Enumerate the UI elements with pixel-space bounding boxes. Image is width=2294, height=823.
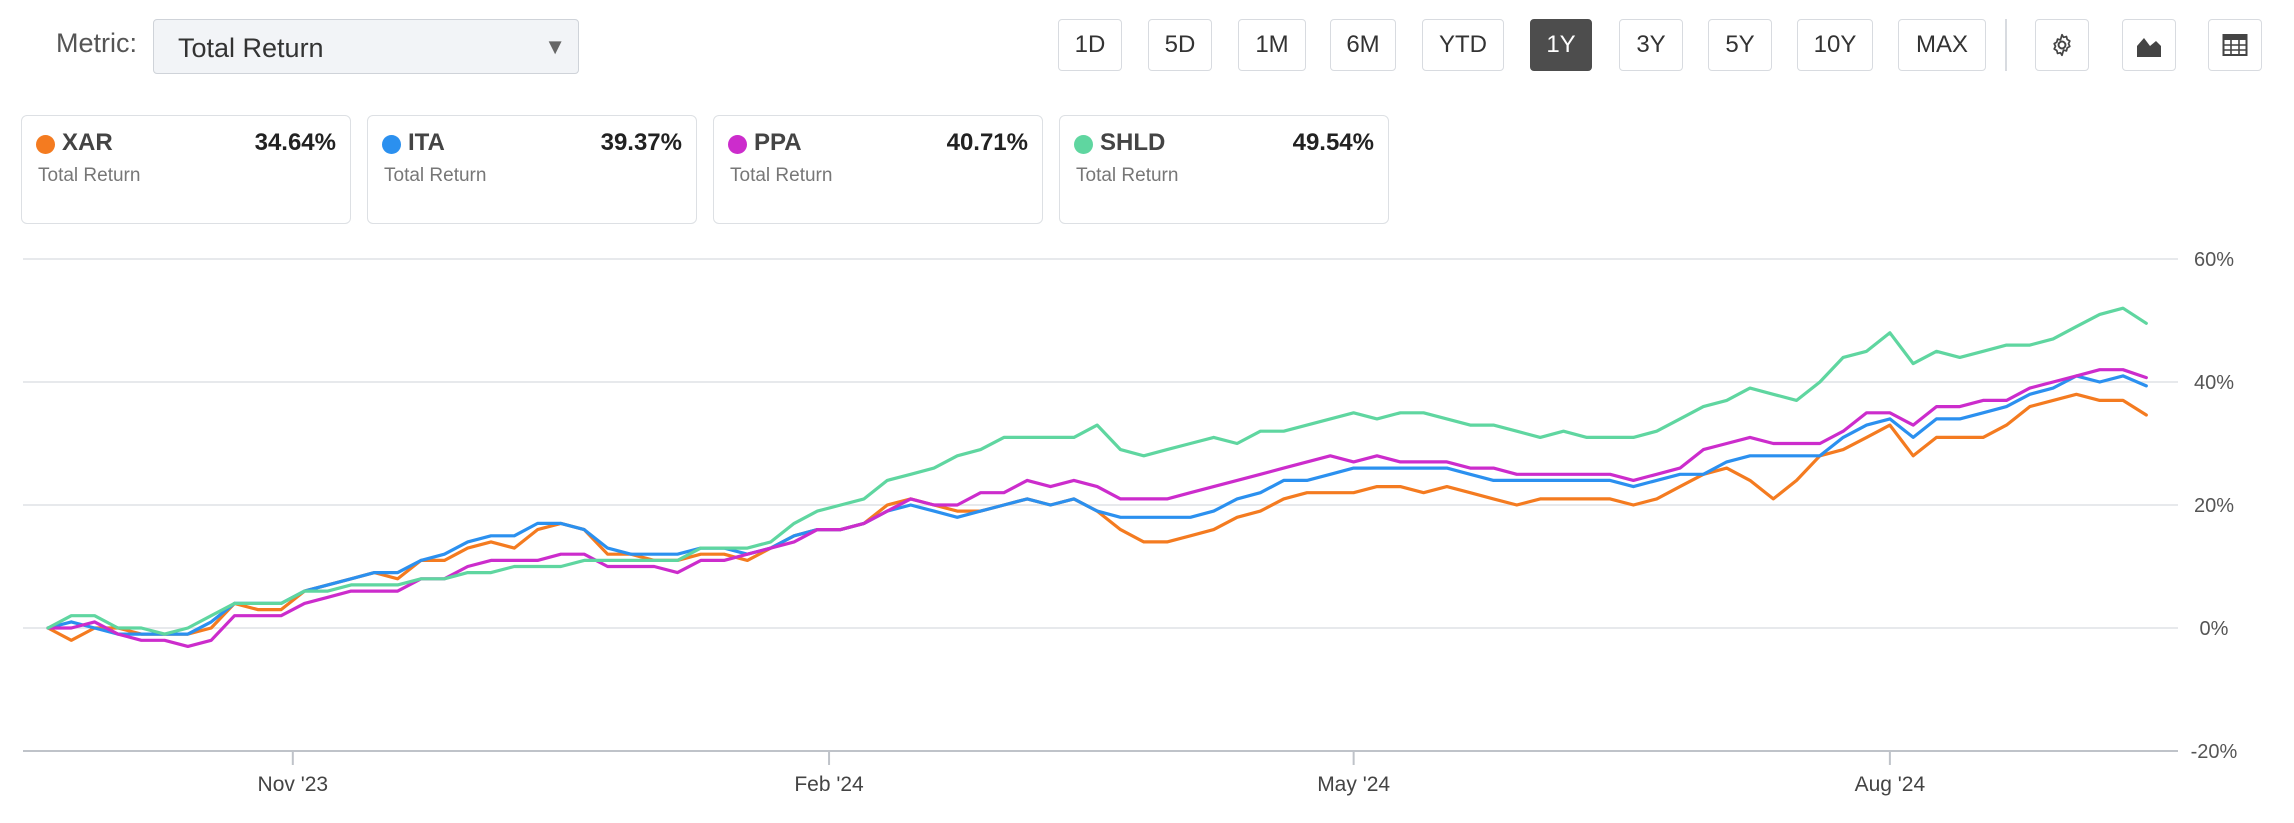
series-line-ita [46,374,2148,636]
range-button-5y[interactable]: 5Y [1708,19,1772,71]
range-button-3y[interactable]: 3Y [1619,19,1683,71]
series-line-ppa [46,368,2148,648]
settings-button[interactable] [2035,19,2089,71]
area-chart-icon [2137,38,2161,57]
legend-metric: Total Return [730,165,833,186]
legend-ticker: XAR [62,129,113,156]
axis-labels: 60% 40% 20% 0% -20% Nov '23 Feb '24 May '24 Aug … [258,249,2238,796]
range-button-max[interactable]: MAX [1898,19,1986,71]
x-tick-label: Feb '24 [794,773,864,796]
legend-ticker: ITA [408,129,445,156]
range-button-10y[interactable]: 10Y [1797,19,1873,71]
legend-dot [1074,135,1093,154]
legend-value: 40.71% [946,129,1028,156]
x-tick-label: May '24 [1317,773,1390,796]
metric-selected-value: Total Return [178,33,324,63]
series-line-xar [46,392,2148,642]
legend-dot [728,135,747,154]
series-lines [46,306,2148,648]
y-tick-label: 20% [2194,495,2234,517]
legend-metric: Total Return [1076,165,1179,186]
total-return-chart[interactable]: 60% 40% 20% 0% -20% Nov '23 Feb '24 May '24 Aug … [0,230,2294,823]
legend-card-xar[interactable]: XAR 34.64% Total Return [21,115,351,224]
legend-card-ppa[interactable]: PPA 40.71% Total Return [713,115,1043,224]
legend-metric: Total Return [384,165,487,186]
y-tick-label: 0% [2200,618,2229,640]
metric-label: Metric: [56,28,137,58]
chart-type-button[interactable] [2122,19,2176,71]
gear-icon [2053,33,2071,57]
dropdown-caret-icon: ▼ [544,34,566,59]
legend-value: 49.54% [1292,129,1374,156]
legend-metric: Total Return [38,165,141,186]
x-tick-label: Nov '23 [258,773,329,796]
table-icon [2222,34,2248,56]
range-button-ytd[interactable]: YTD [1422,19,1504,71]
range-button-1y[interactable]: 1Y [1530,19,1592,71]
range-button-6m[interactable]: 6M [1330,19,1396,71]
y-tick-label: -20% [2191,741,2238,763]
table-view-button[interactable] [2208,19,2262,71]
legend-dot [382,135,401,154]
legend-dot [36,135,55,154]
y-tick-label: 40% [2194,372,2234,394]
legend-ticker: PPA [754,129,802,156]
range-button-1d[interactable]: 1D [1058,19,1122,71]
y-tick-label: 60% [2194,249,2234,271]
legend-card-shld[interactable]: SHLD 49.54% Total Return [1059,115,1389,224]
legend-ticker: SHLD [1100,129,1166,156]
toolbar-divider [2005,19,2007,71]
legend-card-ita[interactable]: ITA 39.37% Total Return [367,115,697,224]
legend-value: 39.37% [600,129,682,156]
series-line-shld [46,306,2148,636]
range-button-5d[interactable]: 5D [1148,19,1212,71]
legend-value: 34.64% [254,129,336,156]
metric-dropdown[interactable]: Total Return ▼ [153,19,579,74]
range-button-1m[interactable]: 1M [1238,19,1306,71]
x-tick-label: Aug '24 [1855,773,1926,796]
